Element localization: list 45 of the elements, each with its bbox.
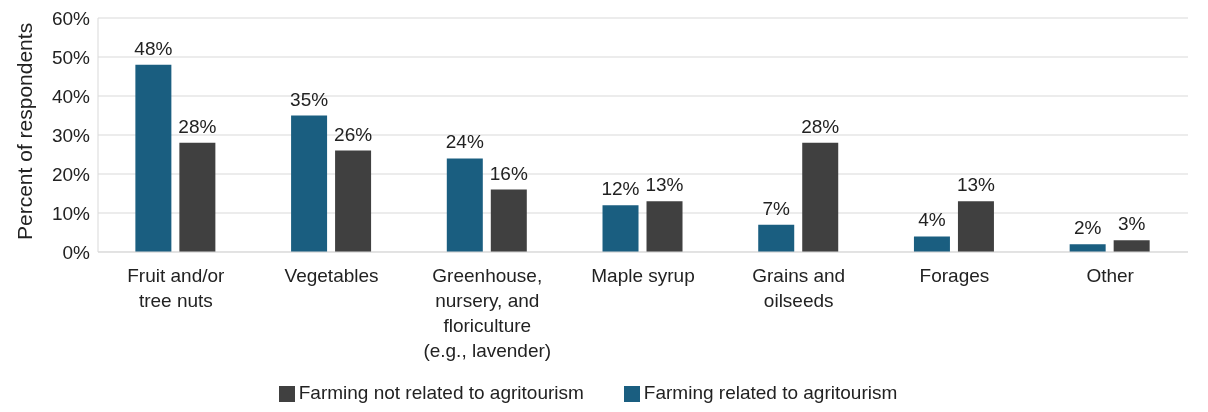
data-label: 35%: [290, 88, 329, 110]
data-label: 48%: [134, 37, 173, 59]
y-tick-label: 50%: [51, 46, 91, 68]
data-label: 2%: [1073, 217, 1102, 239]
bar: [291, 115, 328, 252]
y-tick-label: 10%: [51, 202, 91, 224]
bar: [957, 201, 994, 252]
bar: [602, 205, 639, 252]
data-label: 4%: [918, 209, 946, 231]
bar: [135, 64, 172, 252]
x-tick-label: Other: [1086, 265, 1135, 286]
legend-label: Farming not related to agritourism: [298, 382, 584, 403]
legend-label: Farming related to agritourism: [643, 382, 898, 403]
data-label: 7%: [762, 197, 791, 219]
data-label: 13%: [645, 174, 684, 196]
data-label: 3%: [1117, 213, 1146, 235]
bar: [179, 142, 216, 252]
bar: [1069, 244, 1106, 252]
bar: [646, 201, 683, 252]
bar: [1113, 240, 1150, 252]
y-tick-label: 40%: [51, 85, 91, 107]
x-tick-label: Maple syrup: [591, 265, 695, 286]
x-tick-label: Greenhouse, nursery, and floriculture (e.g., lavender): [423, 265, 552, 361]
bar: [802, 142, 839, 252]
data-label: 28%: [178, 115, 217, 137]
x-tick-label: Vegetables: [284, 265, 379, 286]
data-label: 13%: [956, 174, 996, 196]
y-axis-title: Percent of respondents: [13, 22, 37, 240]
y-tick-label: 30%: [51, 124, 91, 146]
y-tick-label: 60%: [51, 7, 91, 29]
bar: [335, 150, 372, 252]
bar: [913, 236, 950, 252]
x-tick-label: Grains and oilseeds: [752, 265, 846, 311]
y-tick-label: 20%: [51, 163, 91, 185]
bar: [758, 224, 795, 252]
data-label: 26%: [334, 123, 373, 145]
data-label: 12%: [601, 178, 640, 200]
bar: [446, 158, 483, 252]
x-tick-label: Fruit and/or tree nuts: [127, 265, 226, 311]
y-tick-label: 0%: [62, 241, 91, 263]
data-label: 16%: [489, 162, 528, 184]
x-tick-label: Forages: [919, 265, 990, 286]
bar: [490, 189, 527, 252]
data-label: 28%: [801, 115, 840, 137]
data-label: 24%: [445, 131, 484, 153]
